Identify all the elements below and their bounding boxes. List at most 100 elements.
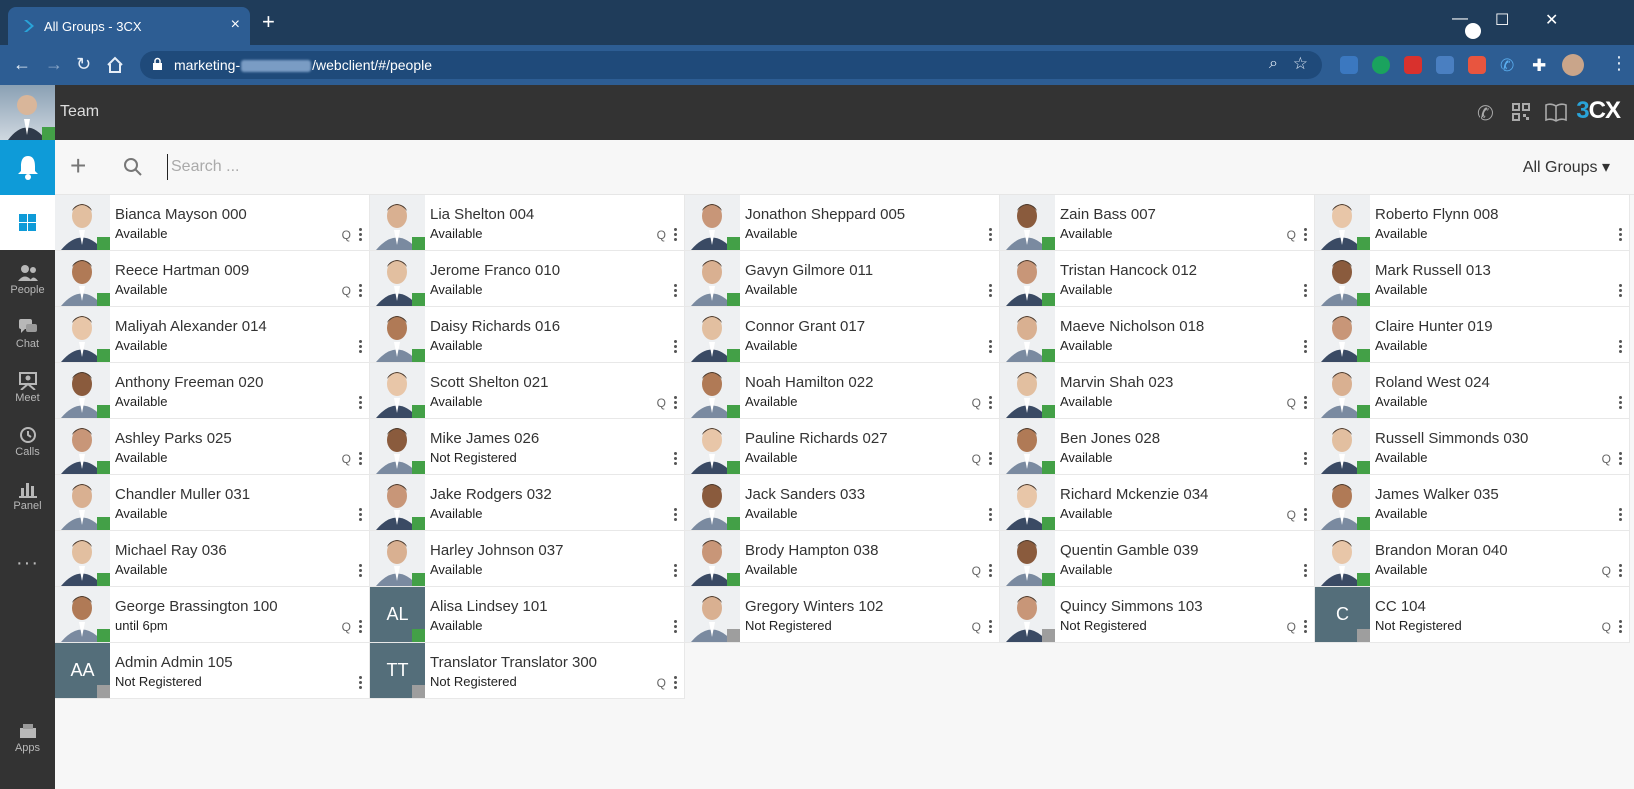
kebab-menu-icon[interactable] bbox=[989, 340, 992, 353]
contact-card[interactable]: Marvin Shah 023 Available Q bbox=[1000, 363, 1315, 419]
contact-card[interactable]: Scott Shelton 021 Available Q bbox=[370, 363, 685, 419]
avatar[interactable]: AA bbox=[55, 643, 110, 698]
kebab-menu-icon[interactable] bbox=[674, 228, 677, 241]
kebab-menu-icon[interactable] bbox=[359, 340, 362, 353]
group-select[interactable]: All Groups ▾ bbox=[1522, 159, 1610, 176]
queue-icon[interactable]: Q bbox=[971, 396, 981, 410]
kebab-menu-icon[interactable] bbox=[1304, 396, 1307, 409]
kebab-menu-icon[interactable] bbox=[359, 228, 362, 241]
kebab-menu-icon[interactable] bbox=[674, 396, 677, 409]
contact-card[interactable]: Roberto Flynn 008 Available bbox=[1315, 195, 1630, 251]
avatar[interactable] bbox=[370, 251, 425, 306]
queue-icon[interactable]: Q bbox=[1286, 620, 1296, 634]
kebab-menu-icon[interactable] bbox=[1619, 284, 1622, 297]
tab-close-icon[interactable]: × bbox=[230, 16, 240, 33]
grammarly-icon[interactable] bbox=[1372, 56, 1390, 74]
kebab-menu-icon[interactable] bbox=[674, 284, 677, 297]
kebab-menu-icon[interactable] bbox=[989, 564, 992, 577]
kebab-menu-icon[interactable] bbox=[989, 508, 992, 521]
avatar[interactable] bbox=[685, 587, 740, 642]
minimize-button[interactable]: — bbox=[1452, 10, 1468, 27]
kebab-menu-icon[interactable] bbox=[989, 620, 992, 633]
contact-card[interactable]: Ben Jones 028 Available bbox=[1000, 419, 1315, 475]
kebab-menu-icon[interactable] bbox=[989, 284, 992, 297]
avatar[interactable] bbox=[370, 195, 425, 250]
kebab-menu-icon[interactable] bbox=[1304, 340, 1307, 353]
contact-card[interactable]: Maliyah Alexander 014 Available bbox=[55, 307, 370, 363]
extension-icon[interactable] bbox=[1340, 56, 1358, 74]
contact-card[interactable]: Ashley Parks 025 Available Q bbox=[55, 419, 370, 475]
avatar[interactable] bbox=[685, 475, 740, 530]
queue-icon[interactable]: Q bbox=[341, 620, 351, 634]
avatar[interactable]: C bbox=[1315, 587, 1370, 642]
search-input[interactable] bbox=[167, 154, 867, 180]
contact-card[interactable]: Jack Sanders 033 Available bbox=[685, 475, 1000, 531]
queue-icon[interactable]: Q bbox=[656, 396, 666, 410]
contact-card[interactable]: Mark Russell 013 Available bbox=[1315, 251, 1630, 307]
windows-app-button[interactable] bbox=[0, 195, 55, 250]
avatar[interactable] bbox=[1000, 251, 1055, 306]
avatar[interactable] bbox=[1315, 307, 1370, 362]
kebab-menu-icon[interactable] bbox=[989, 396, 992, 409]
contact-card[interactable]: AL Alisa Lindsey 101 Available bbox=[370, 587, 685, 643]
sidebar-item-chat[interactable]: Chat bbox=[0, 310, 55, 364]
address-bar[interactable]: marketing-/webclient/#/people ⌕ ☆ bbox=[140, 51, 1322, 79]
avatar[interactable] bbox=[370, 531, 425, 586]
qr-code-icon[interactable] bbox=[1512, 103, 1530, 121]
avatar[interactable] bbox=[1315, 531, 1370, 586]
kebab-menu-icon[interactable] bbox=[674, 620, 677, 633]
avatar[interactable] bbox=[1315, 475, 1370, 530]
contact-card[interactable]: Jake Rodgers 032 Available bbox=[370, 475, 685, 531]
kebab-menu-icon[interactable] bbox=[1619, 508, 1622, 521]
queue-icon[interactable]: Q bbox=[971, 452, 981, 466]
kebab-menu-icon[interactable] bbox=[1304, 452, 1307, 465]
avatar[interactable] bbox=[1000, 475, 1055, 530]
kebab-menu-icon[interactable] bbox=[1304, 228, 1307, 241]
more-apps-button[interactable]: ··· bbox=[16, 552, 39, 574]
kebab-menu-icon[interactable] bbox=[359, 564, 362, 577]
avatar[interactable] bbox=[1000, 419, 1055, 474]
queue-icon[interactable]: Q bbox=[341, 284, 351, 298]
contact-card[interactable]: Russell Simmonds 030 Available Q bbox=[1315, 419, 1630, 475]
contact-card[interactable]: Michael Ray 036 Available bbox=[55, 531, 370, 587]
contact-card[interactable]: Harley Johnson 037 Available bbox=[370, 531, 685, 587]
sidebar-item-panel[interactable]: Panel bbox=[0, 472, 55, 526]
queue-icon[interactable]: Q bbox=[656, 676, 666, 690]
queue-icon[interactable]: Q bbox=[971, 564, 981, 578]
avatar[interactable] bbox=[1315, 195, 1370, 250]
kebab-menu-icon[interactable] bbox=[1304, 284, 1307, 297]
home-icon[interactable] bbox=[106, 56, 124, 74]
avatar[interactable] bbox=[55, 195, 110, 250]
avatar[interactable] bbox=[55, 363, 110, 418]
queue-icon[interactable]: Q bbox=[1286, 228, 1296, 242]
kebab-menu-icon[interactable] bbox=[359, 284, 362, 297]
contact-card[interactable]: Lia Shelton 004 Available Q bbox=[370, 195, 685, 251]
avatar[interactable] bbox=[55, 419, 110, 474]
kebab-menu-icon[interactable] bbox=[359, 676, 362, 689]
avatar[interactable] bbox=[370, 307, 425, 362]
kebab-menu-icon[interactable] bbox=[1304, 620, 1307, 633]
sidebar-item-people[interactable]: People bbox=[0, 256, 55, 310]
user-profile-icon[interactable] bbox=[1562, 54, 1584, 76]
kebab-menu-icon[interactable] bbox=[1619, 340, 1622, 353]
contact-card[interactable]: Pauline Richards 027 Available Q bbox=[685, 419, 1000, 475]
close-window-button[interactable]: ✕ bbox=[1545, 12, 1559, 29]
contact-card[interactable]: Mike James 026 Not Registered bbox=[370, 419, 685, 475]
kebab-menu-icon[interactable] bbox=[1619, 396, 1622, 409]
contact-card[interactable]: Daisy Richards 016 Available bbox=[370, 307, 685, 363]
extension-icon[interactable] bbox=[1468, 56, 1486, 74]
contact-card[interactable]: James Walker 035 Available bbox=[1315, 475, 1630, 531]
contact-card[interactable]: Connor Grant 017 Available bbox=[685, 307, 1000, 363]
contact-card[interactable]: Gavyn Gilmore 011 Available bbox=[685, 251, 1000, 307]
contact-card[interactable]: Zain Bass 007 Available Q bbox=[1000, 195, 1315, 251]
avatar[interactable] bbox=[1000, 307, 1055, 362]
queue-icon[interactable]: Q bbox=[1286, 396, 1296, 410]
avatar[interactable] bbox=[370, 363, 425, 418]
contact-card[interactable]: Jerome Franco 010 Available bbox=[370, 251, 685, 307]
kebab-menu-icon[interactable] bbox=[359, 620, 362, 633]
avatar[interactable] bbox=[1000, 531, 1055, 586]
contact-card[interactable]: Chandler Muller 031 Available bbox=[55, 475, 370, 531]
contact-card[interactable]: AA Admin Admin 105 Not Registered bbox=[55, 643, 370, 699]
kebab-menu-icon[interactable] bbox=[1304, 508, 1307, 521]
bookmark-star-icon[interactable]: ☆ bbox=[1292, 54, 1308, 73]
